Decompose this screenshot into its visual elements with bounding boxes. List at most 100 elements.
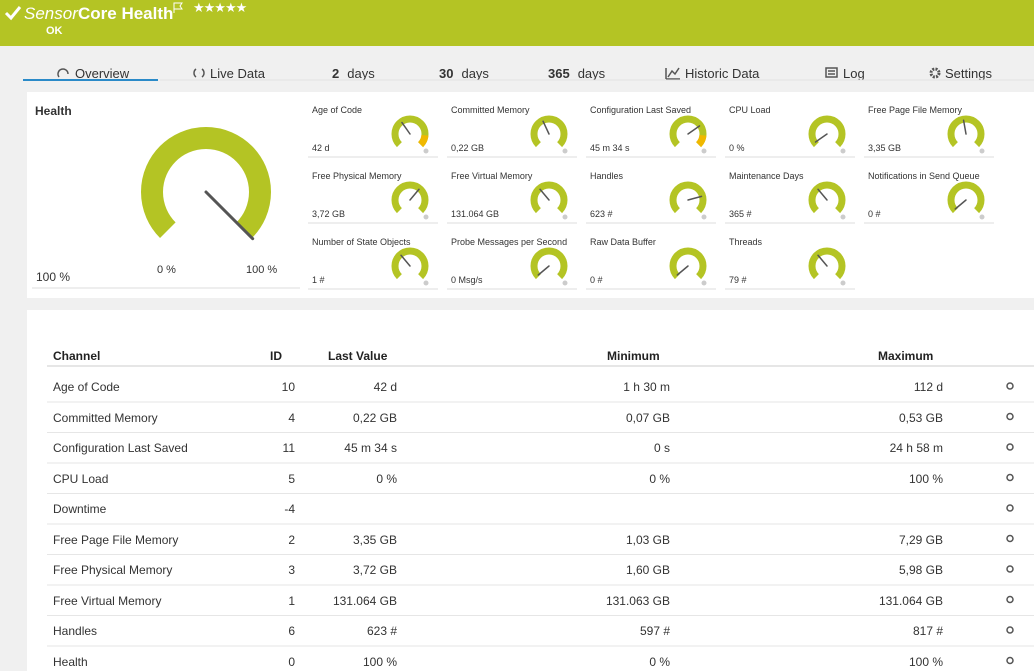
- table-cell: Free Physical Memory: [53, 563, 173, 577]
- table-cell: 42 d: [373, 380, 397, 394]
- gauge-value: 0 %: [729, 143, 745, 153]
- table-cell: 100 %: [908, 654, 943, 669]
- gauge-value: 3,35 GB: [868, 143, 902, 153]
- live-icon: [193, 68, 205, 78]
- gauge-arc: [530, 247, 568, 280]
- table-cell: 0 %: [649, 654, 670, 669]
- tab[interactable]: Historic Data: [685, 66, 759, 81]
- gauge-gear-icon[interactable]: [840, 214, 846, 220]
- table-cell: 11: [282, 441, 295, 455]
- table-cell: 0 s: [653, 441, 670, 455]
- gauge-name: Notifications in Send Queue: [868, 171, 980, 181]
- row-settings-icon[interactable]: [1006, 595, 1014, 604]
- health-arc: [141, 127, 271, 238]
- priority-stars[interactable]: ★★★★★: [193, 0, 247, 15]
- gauge-value: 623 #: [590, 209, 613, 219]
- tab-label: Settings: [945, 66, 992, 81]
- tab[interactable]: 2 days: [332, 66, 375, 81]
- needle: [401, 121, 411, 135]
- table-cell: 0 %: [649, 471, 670, 486]
- table-cell: Configuration Last Saved: [53, 441, 188, 455]
- needle: [687, 195, 703, 201]
- row-settings-icon[interactable]: [1006, 504, 1014, 512]
- tab[interactable]: 30 days: [439, 66, 489, 81]
- needle: [817, 188, 828, 201]
- gauge-value: 45 m 34 s: [590, 143, 630, 153]
- gauge-gear-icon[interactable]: [423, 148, 429, 154]
- row-settings-icon[interactable]: [1006, 656, 1014, 665]
- gauge-name: Free Page File Memory: [868, 105, 963, 115]
- needle: [676, 265, 689, 276]
- gauge-arc: [947, 115, 985, 148]
- column-header[interactable]: ID: [270, 349, 282, 363]
- gauge-value: 0 Msg/s: [451, 275, 483, 285]
- gauge-panel: Health 100 % 0 % 100 % Age of Code 42 d Commit…: [27, 92, 1034, 298]
- gauge-arc: [391, 181, 429, 214]
- gauge-gear-icon[interactable]: [979, 148, 985, 154]
- table-cell: 1,03 GB: [625, 532, 670, 547]
- gauge-arc: [669, 181, 707, 214]
- row-settings-icon[interactable]: [1006, 412, 1014, 421]
- tab-number: 2: [332, 66, 340, 81]
- tab[interactable]: Overview: [75, 66, 129, 81]
- gauge-gear-icon[interactable]: [840, 280, 846, 286]
- table-cell: -4: [284, 502, 295, 516]
- gauge-gear-icon[interactable]: [701, 214, 707, 220]
- tab[interactable]: Settings: [945, 66, 992, 81]
- row-settings-icon[interactable]: [1006, 382, 1014, 390]
- table-cell: CPU Load: [53, 471, 109, 486]
- gauge-name: Committed Memory: [451, 105, 530, 115]
- row-settings-icon[interactable]: [1006, 565, 1014, 573]
- table-cell: Age of Code: [53, 380, 120, 394]
- gauge-gear-icon[interactable]: [562, 148, 568, 154]
- gauge-gear-icon[interactable]: [701, 148, 707, 154]
- row-settings-icon[interactable]: [1006, 473, 1014, 482]
- header-title: Core Health: [78, 4, 174, 23]
- gauge-gear-icon[interactable]: [423, 214, 429, 220]
- row-settings-icon[interactable]: [1006, 626, 1014, 634]
- overview-icon: [57, 68, 69, 78]
- tab-number: 365: [548, 66, 570, 81]
- gauge-gear-icon[interactable]: [979, 214, 985, 220]
- column-header[interactable]: Last Value: [328, 349, 388, 363]
- table-cell: 817 #: [912, 624, 943, 638]
- table-cell: 1: [288, 593, 295, 608]
- channel-table: Channel ID Last Value Minimum Maximum Age of …: [27, 310, 1034, 671]
- column-header[interactable]: Maximum: [878, 349, 934, 363]
- gauge-gear-icon[interactable]: [701, 280, 707, 286]
- table-cell: 112 d: [913, 380, 943, 394]
- column-header[interactable]: Minimum: [607, 349, 660, 363]
- tab[interactable]: Log: [843, 66, 865, 81]
- table-cell: Handles: [53, 624, 98, 638]
- table-cell: 131.064 GB: [332, 593, 397, 608]
- gauge-gear-icon[interactable]: [840, 148, 846, 154]
- gauge-gear-icon[interactable]: [562, 280, 568, 286]
- status: OK: [46, 25, 63, 37]
- table-cell: Health: [53, 654, 88, 669]
- gauge-value: 79 #: [729, 275, 747, 285]
- gauge-arc: [391, 247, 429, 280]
- gauge-name: Handles: [590, 171, 624, 181]
- column-header[interactable]: Channel: [53, 349, 101, 363]
- table-cell: 1,60 GB: [625, 563, 670, 577]
- gauge-gear-icon[interactable]: [562, 214, 568, 220]
- gauge-name: Probe Messages per Second: [451, 237, 568, 247]
- flag-icon[interactable]: [172, 2, 184, 14]
- gauge-arc: [669, 247, 707, 280]
- tab-label: Log: [843, 66, 865, 81]
- table-cell: 0,22 GB: [352, 410, 397, 425]
- table-cell: 1 h 30 m: [623, 380, 670, 394]
- historic-icon: [665, 67, 680, 80]
- table-cell: Downtime: [53, 502, 107, 516]
- health-title: Health: [35, 104, 72, 118]
- tab[interactable]: 365 days: [548, 66, 605, 81]
- gauge-gear-icon[interactable]: [423, 280, 429, 286]
- needle: [400, 254, 411, 267]
- row-settings-icon[interactable]: [1006, 443, 1014, 451]
- gauge-value: 1 #: [312, 275, 325, 285]
- table-cell: Free Page File Memory: [53, 532, 179, 547]
- tab-label: days: [461, 66, 489, 81]
- tab[interactable]: Live Data: [210, 66, 265, 81]
- gauge-value: 42 d: [312, 143, 330, 153]
- row-settings-icon[interactable]: [1006, 534, 1014, 543]
